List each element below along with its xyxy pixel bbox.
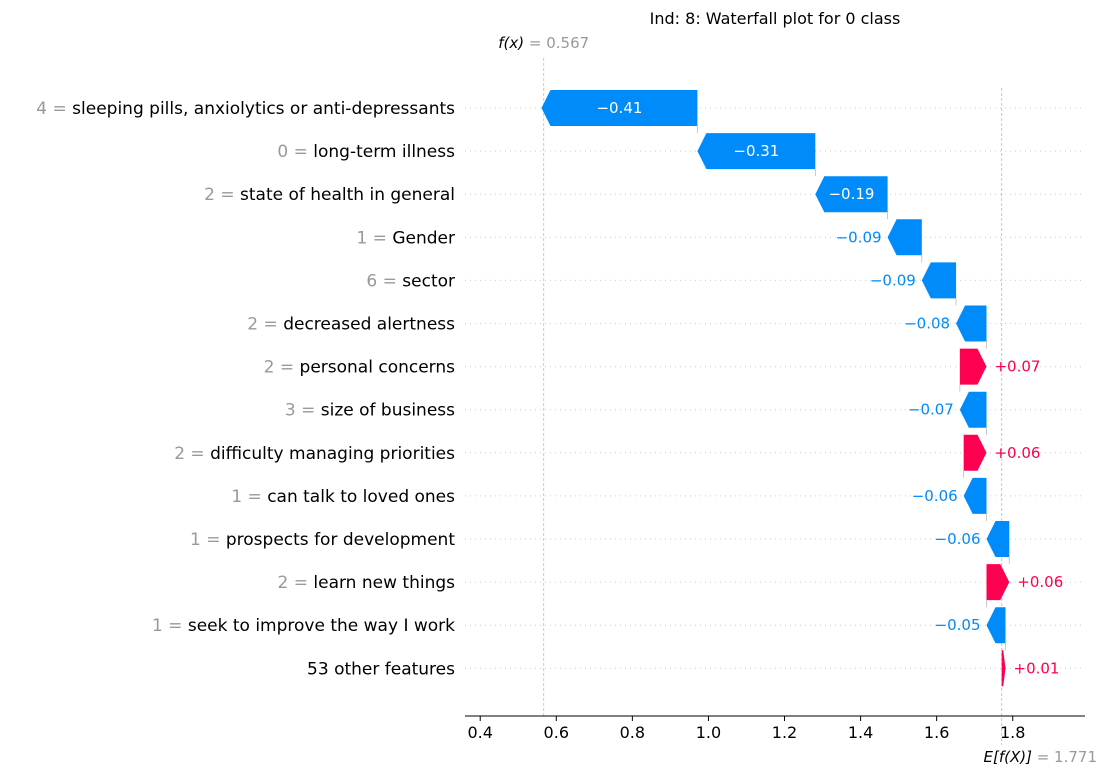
feature-label: 1 = can talk to loved ones — [231, 487, 455, 507]
negative-bar — [697, 133, 816, 170]
x-tick-label: 0.8 — [620, 723, 645, 742]
feature-label: 2 = difficulty managing priorities — [174, 444, 455, 464]
fx-annotation: f(x) = 0.567 — [498, 34, 589, 52]
feature-label: 0 = long-term illness — [277, 142, 455, 162]
bar-value-label: +0.01 — [1014, 659, 1060, 677]
bar-value-label: −0.05 — [935, 616, 981, 634]
feature-label: 53 other features — [307, 659, 455, 679]
feature-label: 3 = size of business — [285, 401, 455, 421]
positive-bar — [986, 564, 1010, 601]
feature-label: 2 = learn new things — [278, 573, 456, 593]
bar-value-label: −0.07 — [908, 401, 954, 419]
x-tick-label: 1.6 — [924, 723, 949, 742]
bar-value-label: −0.08 — [904, 315, 950, 333]
base-value-annotation: E[f(X)] = 1.771 — [984, 748, 1098, 766]
negative-bar — [959, 391, 987, 428]
negative-bar — [887, 219, 922, 256]
bar-value-label: +0.06 — [994, 444, 1040, 462]
x-tick-label: 1.4 — [848, 723, 873, 742]
bar-value-label: −0.31 — [733, 142, 779, 160]
bar-value-label: −0.19 — [828, 185, 874, 203]
bar-value-label: +0.07 — [994, 358, 1040, 376]
row-gridlines — [465, 107, 1085, 669]
feature-label: 1 = seek to improve the way I work — [152, 616, 455, 636]
negative-bar — [921, 262, 957, 299]
chart-title: Ind: 8: Waterfall plot for 0 class — [650, 9, 901, 28]
feature-label: 4 = sleeping pills, anxiolytics or anti-… — [36, 99, 455, 119]
x-tick-label: 0.4 — [467, 723, 492, 742]
bar-value-label: −0.09 — [836, 228, 882, 246]
feature-label: 2 = personal concerns — [264, 358, 455, 378]
positive-bar — [959, 348, 987, 385]
bar-value-label: −0.41 — [596, 99, 642, 117]
x-tick-label: 1.8 — [1000, 723, 1025, 742]
negative-bar — [986, 521, 1010, 557]
feature-label: 2 = decreased alertness — [247, 315, 455, 335]
bar-value-label: −0.06 — [912, 487, 958, 505]
negative-bar — [815, 176, 888, 213]
positive-bar — [963, 434, 987, 471]
fx-label: f(x) = 0.567 — [498, 34, 589, 52]
feature-label: 2 = state of health in general — [204, 185, 455, 205]
positive-bar — [1001, 650, 1006, 687]
bars: −0.41 −0.31 −0.19 −0.09 −0.09 −0.08 +0.07 −0.07… — [541, 90, 1063, 687]
base-value-label: E[f(X)] = 1.771 — [984, 748, 1098, 766]
bar-value-label: −0.06 — [935, 530, 981, 548]
negative-bar — [986, 607, 1006, 644]
x-axis: 0.4 0.6 0.8 1.0 1.2 1.4 1.6 1.8 — [465, 715, 1085, 742]
bar-value-label: +0.06 — [1017, 573, 1063, 591]
x-tick-label: 0.6 — [544, 723, 569, 742]
feature-label: 1 = Gender — [356, 228, 455, 248]
feature-label: 6 = sector — [366, 271, 455, 291]
bar-value-label: −0.09 — [870, 271, 916, 289]
negative-bar — [963, 477, 987, 514]
feature-labels: 4 = sleeping pills, anxiolytics or anti-… — [36, 99, 455, 679]
x-tick-label: 1.0 — [696, 723, 721, 742]
negative-bar — [956, 305, 987, 342]
x-tick-label: 1.2 — [772, 723, 797, 742]
feature-label: 1 = prospects for development — [190, 530, 455, 550]
negative-bar — [541, 90, 698, 126]
